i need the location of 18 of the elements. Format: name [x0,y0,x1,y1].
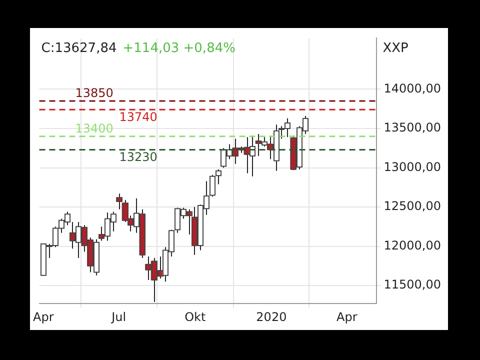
x-tick-label: 2020 [256,310,287,324]
annotation: C:13627,84 [41,41,117,56]
annotation: +114,03 +0,84% [122,41,236,56]
x-tick-label: Apr [33,310,54,324]
x-tick-label: Okt [184,310,206,324]
x-tick-label: Jul [110,310,126,324]
y-tick-label: 13500,00 [384,120,442,135]
y-tick-label: 12500,00 [384,199,442,214]
ref-line-label: 13850 [75,86,114,100]
y-tick-label: 14000,00 [384,81,442,96]
x-tick-label: Apr [336,310,358,324]
ref-line-label: 13400 [75,121,114,136]
ref-line-label: 13740 [119,110,158,124]
y-tick-label: 11500,00 [384,278,442,292]
y-tick-label: 12000,00 [384,238,442,252]
ref-line-label: 13230 [119,150,158,164]
y-tick-label: 13000,00 [384,160,442,174]
text: XXP [382,41,409,56]
